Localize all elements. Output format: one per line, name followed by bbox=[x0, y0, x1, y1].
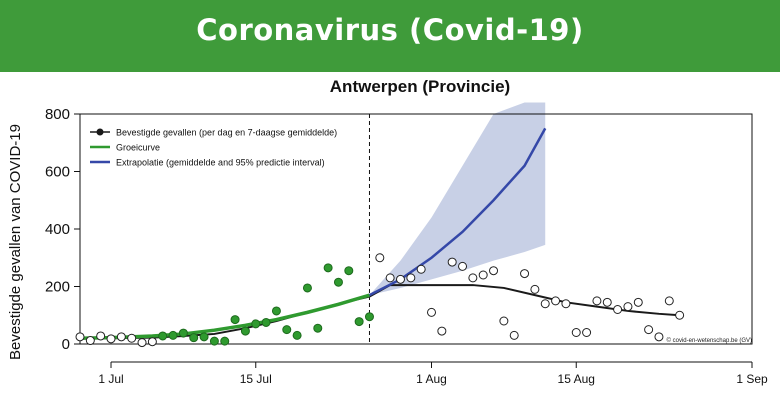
daily-case-point bbox=[551, 296, 561, 306]
y-tick-label: 200 bbox=[45, 279, 70, 296]
daily-case-point bbox=[623, 302, 633, 312]
daily-case-point-growth bbox=[364, 312, 374, 322]
daily-case-point bbox=[96, 331, 106, 341]
daily-case-point-growth bbox=[302, 283, 312, 293]
daily-case-point-growth bbox=[313, 323, 323, 333]
x-tick-label: 1 Sep bbox=[736, 372, 768, 386]
daily-case-point bbox=[116, 332, 126, 342]
daily-case-point bbox=[106, 334, 116, 344]
x-tick-label: 15 Jul bbox=[240, 372, 272, 386]
y-tick-label: 0 bbox=[62, 336, 70, 353]
daily-case-point bbox=[561, 299, 571, 309]
watermark: © covid-en-wetenschap.be (GV) bbox=[667, 337, 752, 344]
daily-case-point bbox=[582, 328, 592, 337]
daily-case-point-growth bbox=[271, 306, 281, 316]
daily-case-point bbox=[613, 305, 623, 314]
daily-case-point bbox=[540, 299, 550, 309]
daily-case-point bbox=[385, 273, 395, 283]
daily-case-point bbox=[147, 337, 157, 347]
legend-label: Extrapolatie (gemiddelde and 95% predict… bbox=[116, 158, 325, 168]
daily-case-point bbox=[458, 261, 468, 271]
daily-case-point bbox=[437, 326, 447, 336]
y-tick-label: 800 bbox=[45, 106, 70, 123]
daily-case-point bbox=[592, 296, 602, 306]
daily-case-point bbox=[375, 253, 385, 263]
daily-case-point bbox=[509, 330, 519, 340]
daily-case-point-growth bbox=[240, 326, 250, 336]
legend-swatch-point bbox=[96, 128, 104, 136]
daily-case-point-growth bbox=[344, 266, 354, 276]
epidemic-chart: Antwerpen (Provincie) Bevestigde gevalle… bbox=[7, 77, 768, 386]
prediction-interval-band bbox=[369, 102, 546, 296]
daily-case-point-growth bbox=[189, 333, 199, 343]
daily-case-point-growth bbox=[282, 325, 292, 335]
daily-case-point bbox=[644, 325, 654, 335]
daily-case-point-growth bbox=[333, 277, 343, 287]
x-tick-label: 1 Jul bbox=[98, 372, 123, 386]
daily-case-point-growth bbox=[158, 331, 168, 341]
daily-case-point bbox=[75, 332, 85, 342]
daily-case-point bbox=[602, 297, 612, 307]
banner: Coronavirus (Covid-19) bbox=[0, 0, 780, 60]
daily-case-point-growth bbox=[292, 330, 302, 340]
x-tick-label: 15 Aug bbox=[558, 372, 595, 386]
y-axis-label: Bevestigde gevallen van COVID-19 bbox=[7, 124, 24, 360]
chart-title: Antwerpen (Provincie) bbox=[330, 77, 510, 96]
daily-case-point-growth bbox=[168, 330, 178, 340]
daily-case-point-growth bbox=[354, 317, 364, 327]
daily-case-point bbox=[447, 257, 457, 267]
legend-label: Bevestigde gevallen (per dag en 7-daagse… bbox=[116, 128, 337, 138]
daily-case-point-growth bbox=[230, 315, 240, 325]
daily-case-point-growth bbox=[209, 336, 219, 346]
daily-case-point-growth bbox=[220, 336, 230, 346]
daily-case-point-growth bbox=[323, 263, 333, 273]
daily-case-point-growth bbox=[261, 317, 271, 327]
daily-case-point bbox=[427, 307, 437, 317]
chart-panel: Antwerpen (Provincie) Bevestigde gevalle… bbox=[0, 72, 780, 415]
daily-case-point bbox=[520, 269, 530, 279]
legend-box bbox=[86, 122, 366, 172]
y-tick-label: 600 bbox=[45, 164, 70, 181]
daily-case-point bbox=[571, 328, 581, 337]
daily-case-point bbox=[416, 264, 426, 274]
daily-case-point bbox=[633, 297, 643, 307]
daily-case-point-growth bbox=[251, 319, 261, 329]
daily-case-point bbox=[675, 310, 685, 320]
daily-case-point bbox=[478, 270, 488, 280]
daily-case-point bbox=[127, 333, 137, 343]
legend-label: Groeicurve bbox=[116, 143, 160, 153]
daily-case-point-growth bbox=[199, 332, 209, 342]
banner-title: Coronavirus (Covid-19) bbox=[196, 13, 584, 47]
daily-case-point bbox=[406, 273, 416, 283]
y-tick-label: 400 bbox=[45, 221, 70, 238]
daily-case-point bbox=[664, 296, 674, 306]
daily-case-point bbox=[499, 316, 509, 326]
daily-case-point bbox=[137, 338, 147, 348]
daily-case-point bbox=[530, 284, 540, 294]
daily-case-point bbox=[395, 274, 405, 284]
daily-case-point bbox=[654, 332, 664, 342]
daily-case-point bbox=[489, 266, 499, 276]
x-tick-label: 1 Aug bbox=[416, 372, 447, 386]
daily-case-point-growth bbox=[178, 328, 188, 338]
daily-case-point bbox=[85, 336, 95, 346]
daily-case-point bbox=[468, 273, 478, 283]
